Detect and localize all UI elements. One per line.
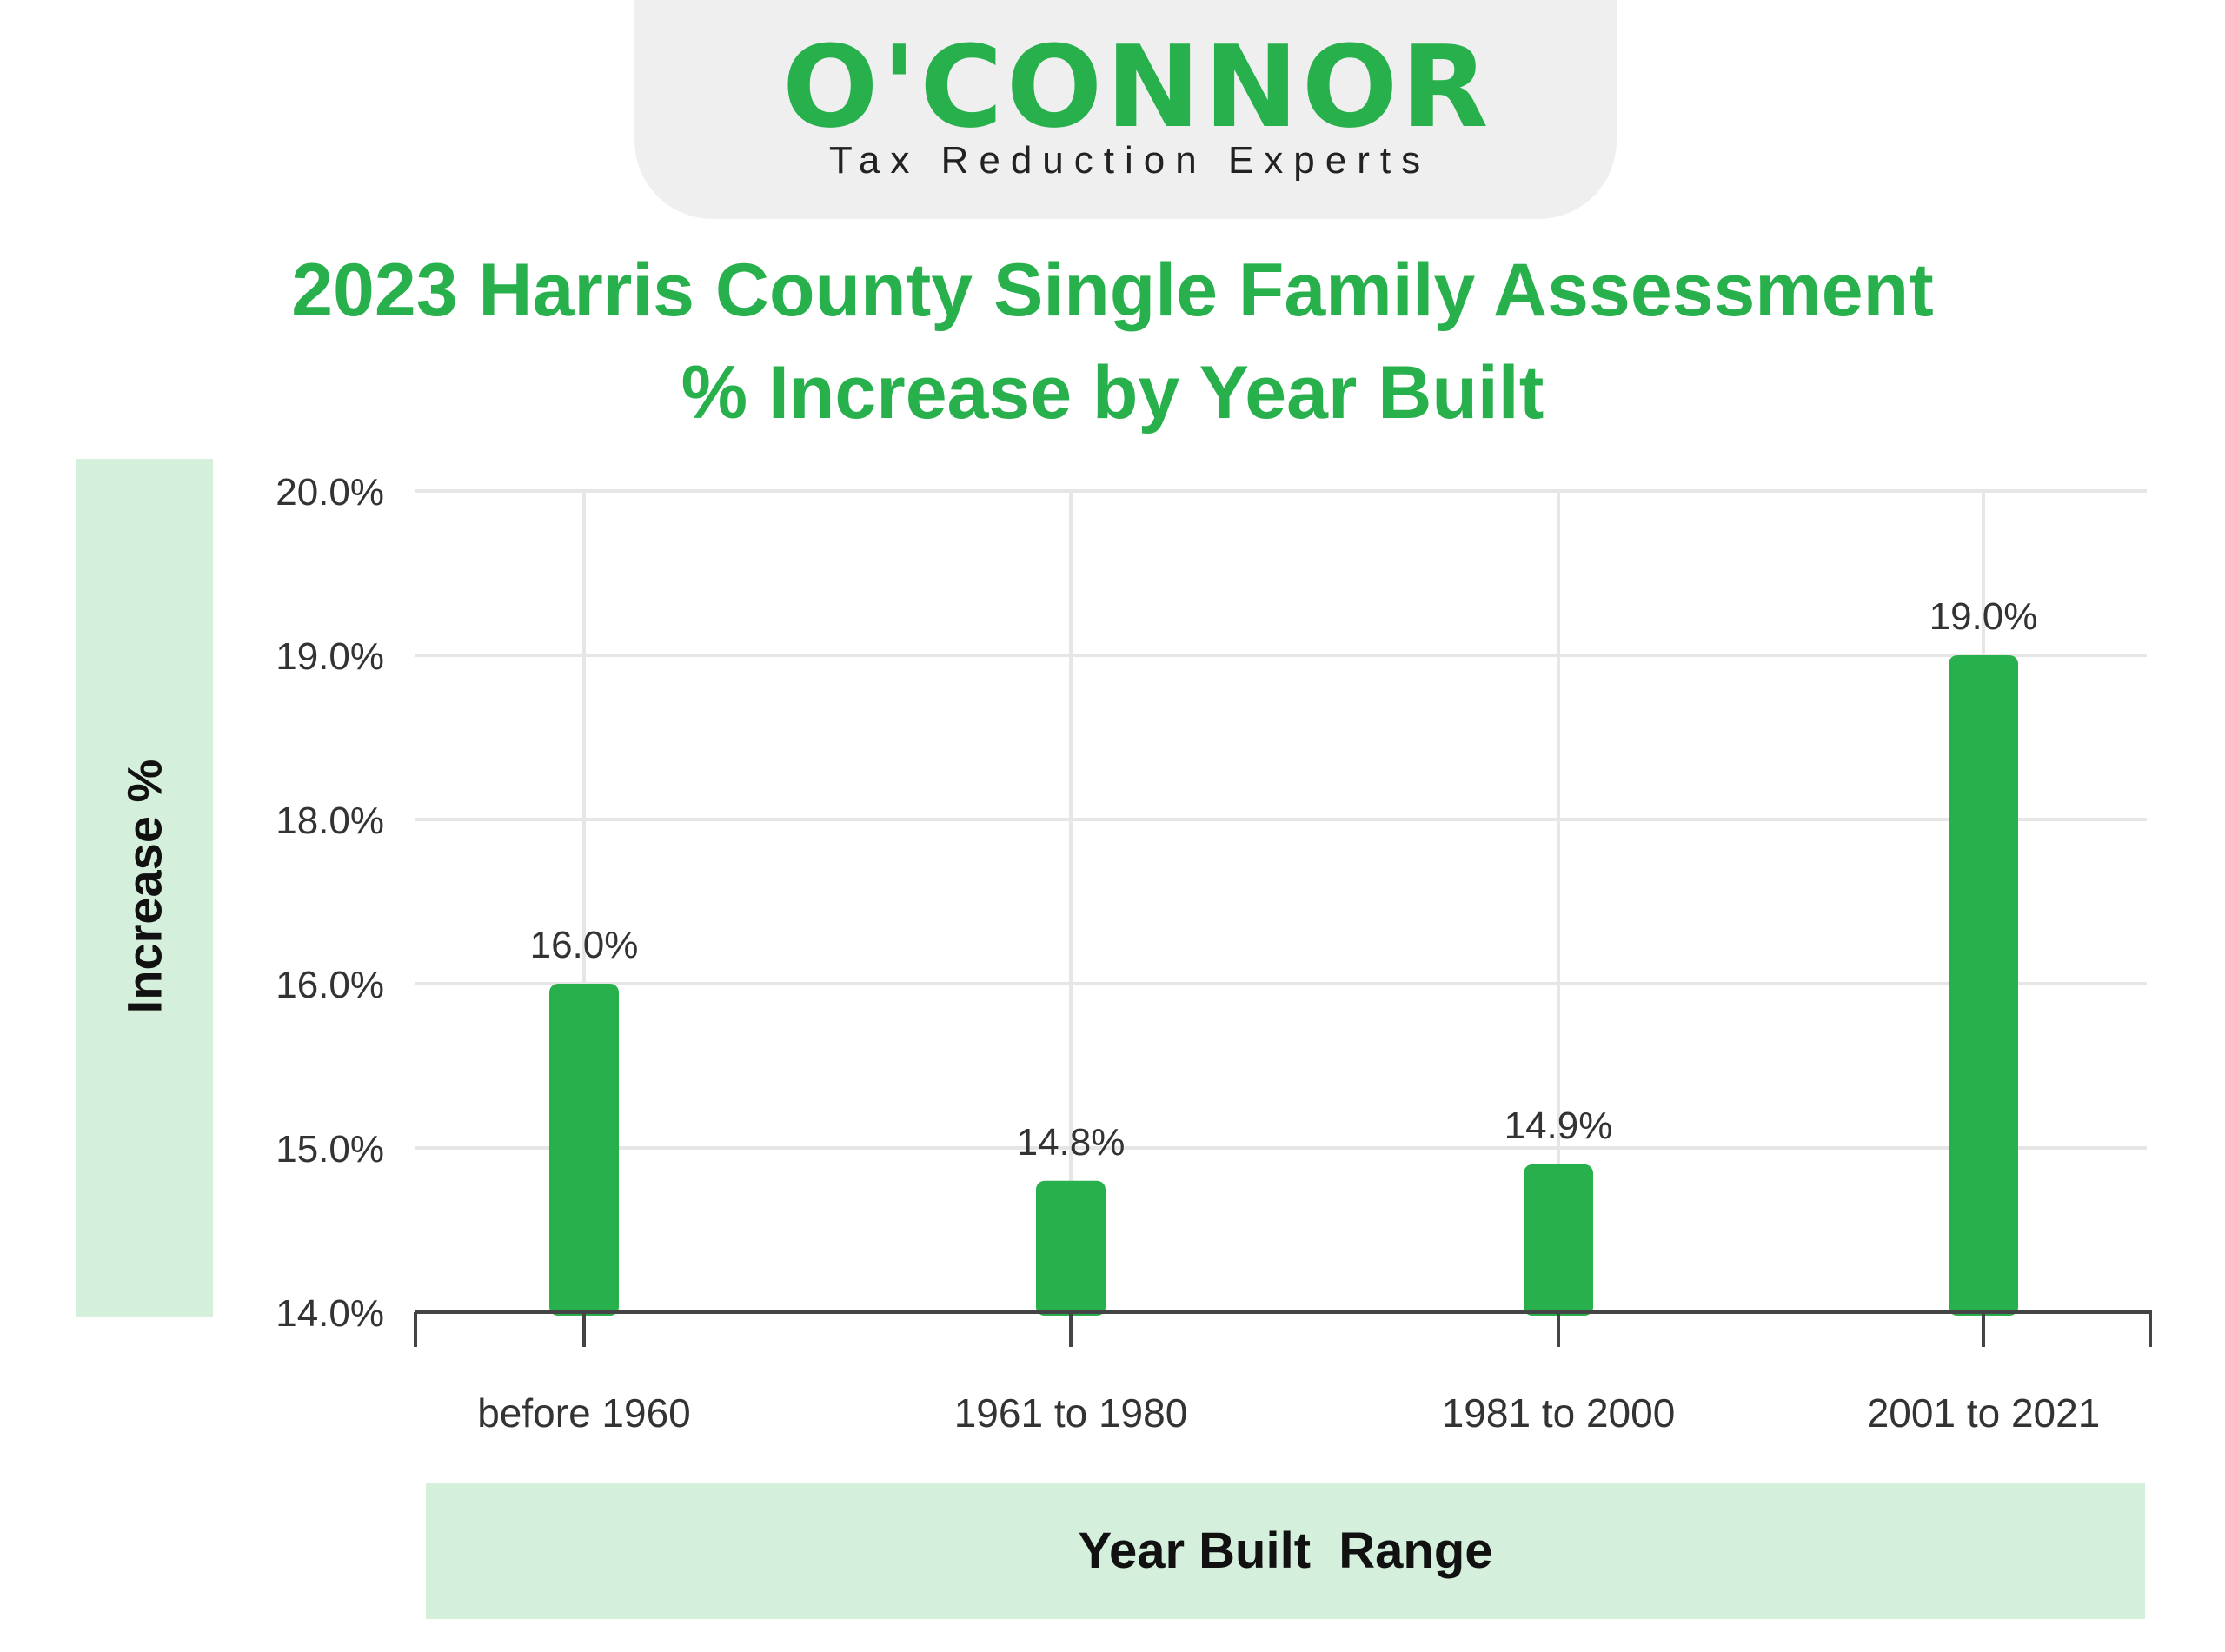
brand-logo: O'CONNOR: [782, 21, 1492, 153]
y-tick-label: 16.0%: [276, 964, 384, 1006]
data-label: 19.0%: [1929, 595, 2038, 638]
x-axis-label-box: Year Built Range: [426, 1483, 2145, 1619]
x-axis-label: Year Built Range: [1078, 1523, 1493, 1579]
y-tick-label: 14.0%: [276, 1292, 384, 1335]
bar: [1949, 655, 2018, 1316]
y-tick-label: 19.0%: [276, 635, 384, 678]
bar: [549, 984, 619, 1316]
data-label: 16.0%: [530, 924, 639, 966]
y-tick-label: 18.0%: [276, 799, 384, 842]
y-tick-label: 20.0%: [276, 471, 384, 514]
chart-title: 2023 Harris County Single Family Assessm…: [291, 249, 1934, 435]
logo-banner: [634, 0, 1617, 219]
data-label: 14.9%: [1504, 1105, 1613, 1147]
brand-tagline: Tax Reduction Experts: [828, 139, 1431, 182]
y-axis-label-box: [76, 459, 213, 1317]
x-tick-label: before 1960: [477, 1390, 691, 1436]
bar: [1036, 1180, 1106, 1316]
x-tick-label: 2001 to 2021: [1867, 1390, 2101, 1436]
bar: [1524, 1164, 1593, 1316]
x-tick-label: 1961 to 1980: [954, 1390, 1188, 1436]
y-tick-label: 15.0%: [276, 1128, 384, 1171]
data-label: 14.8%: [1017, 1121, 1126, 1164]
x-tick-label: 1981 to 2000: [1442, 1390, 1676, 1436]
